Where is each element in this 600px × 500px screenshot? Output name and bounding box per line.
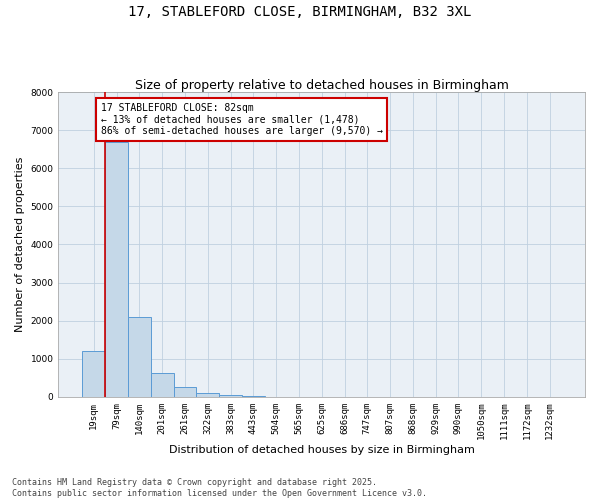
Bar <box>242 396 265 397</box>
Y-axis label: Number of detached properties: Number of detached properties <box>15 157 25 332</box>
Bar <box>173 387 196 397</box>
Bar <box>196 393 219 397</box>
Text: 17, STABLEFORD CLOSE, BIRMINGHAM, B32 3XL: 17, STABLEFORD CLOSE, BIRMINGHAM, B32 3X… <box>128 5 472 19</box>
Bar <box>105 142 128 397</box>
Text: 17 STABLEFORD CLOSE: 82sqm
← 13% of detached houses are smaller (1,478)
86% of s: 17 STABLEFORD CLOSE: 82sqm ← 13% of deta… <box>101 102 383 136</box>
Bar <box>82 351 105 397</box>
Title: Size of property relative to detached houses in Birmingham: Size of property relative to detached ho… <box>135 79 509 92</box>
X-axis label: Distribution of detached houses by size in Birmingham: Distribution of detached houses by size … <box>169 445 475 455</box>
Text: Contains HM Land Registry data © Crown copyright and database right 2025.
Contai: Contains HM Land Registry data © Crown c… <box>12 478 427 498</box>
Bar <box>128 317 151 397</box>
Bar <box>219 395 242 397</box>
Bar <box>151 374 173 397</box>
